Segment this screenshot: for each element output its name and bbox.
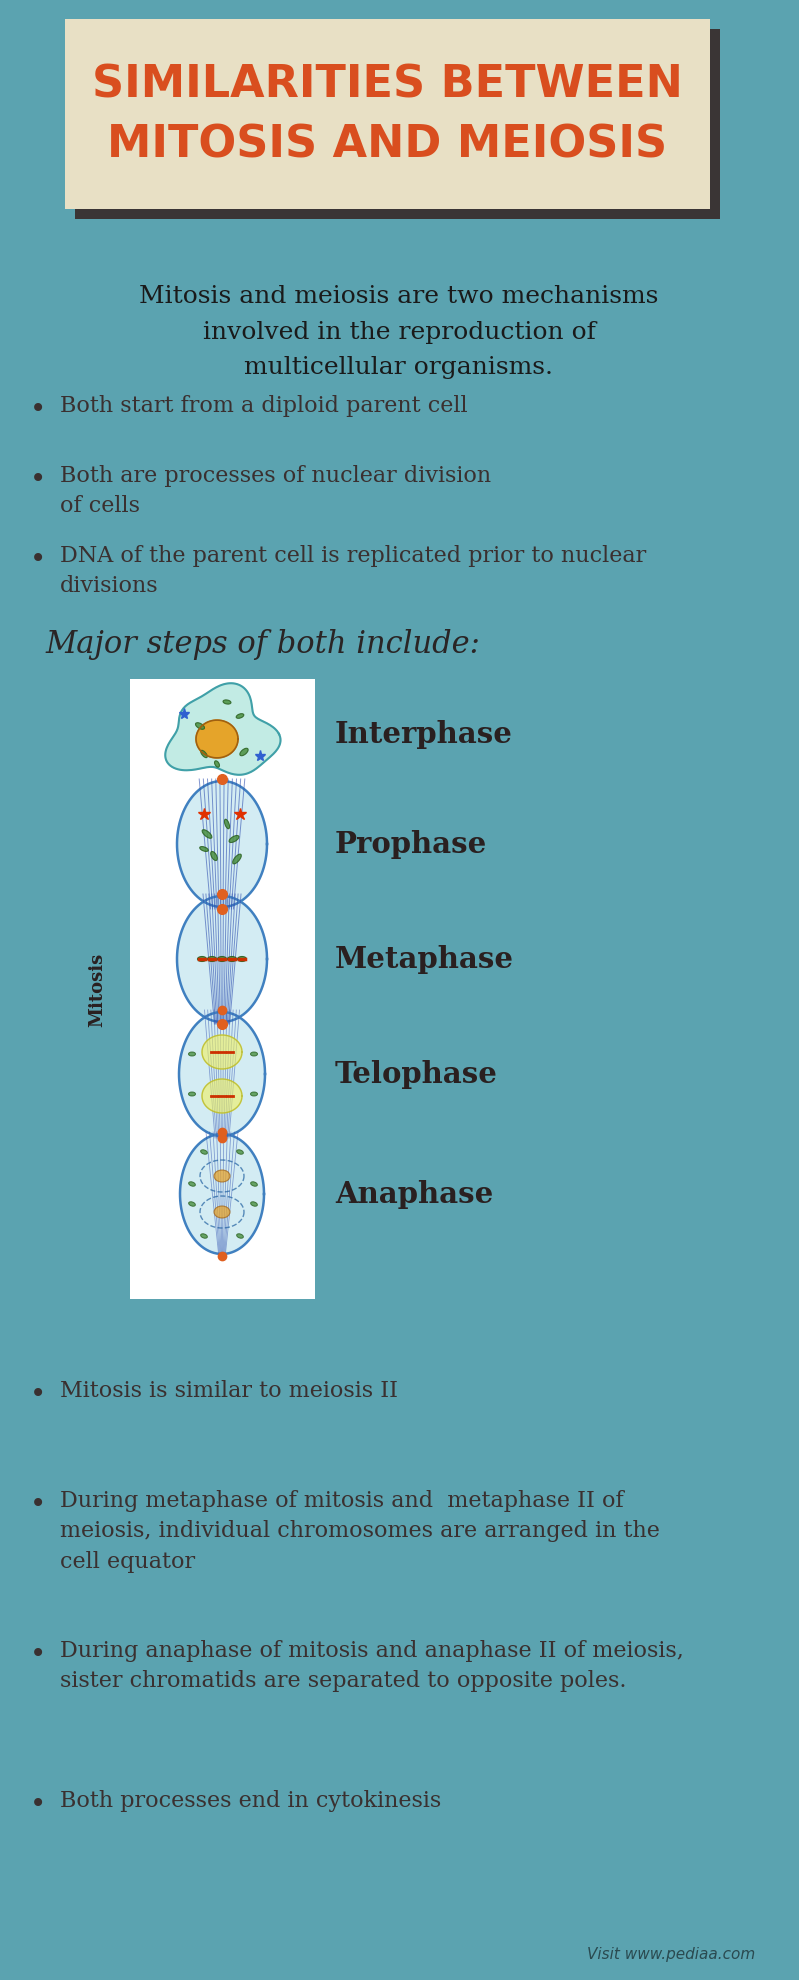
- Ellipse shape: [189, 1202, 196, 1206]
- Text: Mitosis and meiosis are two mechanisms
involved in the reproduction of
multicell: Mitosis and meiosis are two mechanisms i…: [139, 285, 658, 378]
- Text: Major steps of both include:: Major steps of both include:: [45, 630, 480, 659]
- Polygon shape: [165, 683, 280, 776]
- Ellipse shape: [237, 956, 247, 962]
- Ellipse shape: [201, 1150, 208, 1154]
- Text: Both processes end in cytokinesis: Both processes end in cytokinesis: [60, 1790, 441, 1812]
- Polygon shape: [202, 1079, 242, 1113]
- Ellipse shape: [237, 715, 244, 719]
- Ellipse shape: [251, 1202, 257, 1206]
- Ellipse shape: [200, 847, 209, 851]
- Ellipse shape: [214, 1170, 230, 1182]
- Text: Both are processes of nuclear division
of cells: Both are processes of nuclear division o…: [60, 465, 491, 517]
- Text: Telophase: Telophase: [335, 1059, 498, 1089]
- Text: During metaphase of mitosis and  metaphase II of
meiosis, individual chromosomes: During metaphase of mitosis and metaphas…: [60, 1489, 660, 1572]
- Ellipse shape: [201, 750, 207, 758]
- Text: Visit www.pediaa.com: Visit www.pediaa.com: [586, 1946, 755, 1960]
- Polygon shape: [177, 782, 267, 907]
- Ellipse shape: [223, 701, 231, 705]
- Polygon shape: [179, 1012, 265, 1137]
- FancyBboxPatch shape: [75, 30, 720, 220]
- Ellipse shape: [201, 1234, 208, 1239]
- Text: SIMILARITIES BETWEEN
MITOSIS AND MEIOSIS: SIMILARITIES BETWEEN MITOSIS AND MEIOSIS: [92, 63, 683, 166]
- Polygon shape: [202, 1036, 242, 1069]
- Text: •: •: [30, 394, 46, 424]
- Text: Anaphase: Anaphase: [335, 1180, 493, 1210]
- Ellipse shape: [240, 748, 248, 756]
- Polygon shape: [196, 721, 238, 758]
- Text: DNA of the parent cell is replicated prior to nuclear
divisions: DNA of the parent cell is replicated pri…: [60, 544, 646, 598]
- Text: During anaphase of mitosis and anaphase II of meiosis,
sister chromatids are sep: During anaphase of mitosis and anaphase …: [60, 1639, 684, 1691]
- Ellipse shape: [208, 956, 217, 962]
- Text: •: •: [30, 1639, 46, 1667]
- Text: Prophase: Prophase: [335, 830, 487, 859]
- Ellipse shape: [202, 830, 212, 840]
- Ellipse shape: [225, 820, 229, 830]
- Ellipse shape: [215, 762, 220, 768]
- Ellipse shape: [196, 723, 205, 731]
- Ellipse shape: [228, 956, 237, 962]
- Ellipse shape: [251, 1053, 257, 1057]
- Ellipse shape: [211, 851, 217, 861]
- Ellipse shape: [189, 1182, 196, 1186]
- Ellipse shape: [217, 956, 226, 962]
- Text: Interphase: Interphase: [335, 721, 513, 748]
- Text: Metaphase: Metaphase: [335, 944, 514, 974]
- Ellipse shape: [197, 956, 206, 962]
- Ellipse shape: [214, 1206, 230, 1218]
- FancyBboxPatch shape: [65, 20, 710, 210]
- Ellipse shape: [233, 855, 241, 865]
- Ellipse shape: [229, 836, 239, 843]
- Text: Mitosis: Mitosis: [88, 952, 106, 1026]
- Polygon shape: [180, 1135, 264, 1255]
- Text: •: •: [30, 1380, 46, 1408]
- Text: •: •: [30, 1790, 46, 1818]
- Ellipse shape: [189, 1093, 196, 1097]
- Ellipse shape: [189, 1053, 196, 1057]
- Ellipse shape: [237, 1150, 244, 1154]
- Text: Both start from a diploid parent cell: Both start from a diploid parent cell: [60, 394, 467, 416]
- Ellipse shape: [251, 1093, 257, 1097]
- Text: •: •: [30, 1489, 46, 1517]
- Text: •: •: [30, 544, 46, 572]
- Text: •: •: [30, 465, 46, 493]
- Polygon shape: [177, 897, 267, 1022]
- Text: Mitosis is similar to meiosis II: Mitosis is similar to meiosis II: [60, 1380, 398, 1402]
- FancyBboxPatch shape: [130, 679, 315, 1299]
- Ellipse shape: [251, 1182, 257, 1186]
- Ellipse shape: [237, 1234, 244, 1239]
